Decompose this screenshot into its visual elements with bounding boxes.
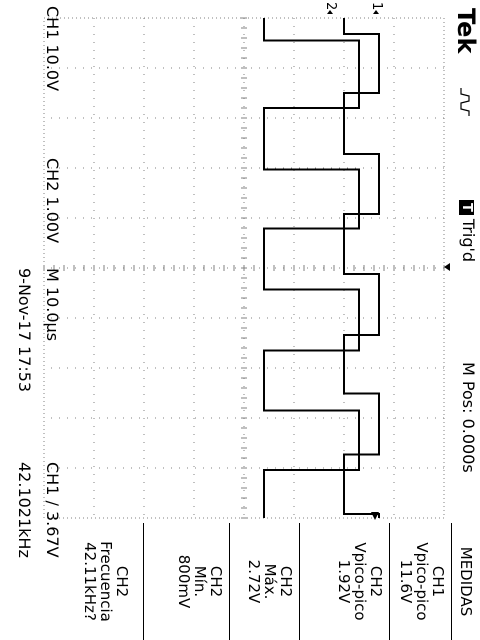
graticule-grid	[43, 17, 445, 519]
menu-title: MEDIDAS	[457, 546, 475, 617]
menu-divider	[143, 523, 144, 640]
measurement-label: Máx.	[261, 563, 279, 600]
measurement-channel: CH2	[113, 565, 131, 598]
trace-ch1	[343, 18, 380, 518]
measurement-item[interactable]: CH2 Máx. 2.72V	[245, 523, 295, 640]
measurement-channel: CH2	[277, 565, 295, 598]
menu-divider	[229, 523, 230, 640]
measurement-item[interactable]: CH2 Mín. 800mV	[175, 523, 225, 640]
ch2-scale: CH2 1.00V	[43, 158, 62, 244]
measurement-item[interactable]: CH2 Frecuencia 42.11kHz?	[81, 523, 131, 640]
measurement-value: 1.92V	[335, 559, 353, 604]
trigger-time-icon	[444, 263, 450, 271]
ch2-marker-arrow-icon	[327, 10, 333, 14]
acquisition-run-icon	[460, 88, 470, 116]
measurement-channel: CH1	[429, 565, 447, 598]
measurement-channel: CH2	[367, 565, 385, 598]
menu-divider	[299, 523, 300, 640]
measurement-value: 2.72V	[245, 559, 263, 604]
measurement-value: 42.11kHz?	[81, 542, 99, 621]
measurement-value: 11.6V	[397, 559, 415, 604]
ch2-marker-label: 2	[323, 2, 338, 10]
measurement-label: Vpico-pico	[351, 542, 369, 621]
measurement-label: Mín.	[191, 565, 209, 598]
measurement-item[interactable]: CH2 Vpico-pico 1.92V	[335, 523, 385, 640]
trigger-frequency: 42.1021kHz	[15, 462, 34, 558]
ch1-scale: CH1 10.0V	[43, 6, 62, 92]
measurement-label: Vpico-pico	[413, 542, 431, 621]
ch1-marker-arrow-icon	[373, 10, 379, 14]
menu-divider	[451, 523, 452, 640]
trace-ch2	[263, 18, 360, 518]
measurement-value: 800mV	[175, 554, 193, 609]
measurement-channel: CH2	[207, 565, 225, 598]
waveform-traces	[263, 18, 380, 518]
timebase: M 10.0µs	[43, 268, 62, 342]
measurement-label: Frecuencia	[97, 541, 115, 622]
date-time: 9-Nov-17 17:53	[15, 268, 34, 393]
menu-divider	[389, 523, 390, 640]
ch1-marker-label: 1	[369, 2, 384, 10]
trigger-setting: CH1 ∕ 3.67V	[43, 462, 62, 558]
trigger-level-icon	[371, 512, 379, 520]
measurement-item[interactable]: CH1 Vpico-pico 11.6V	[397, 523, 447, 640]
